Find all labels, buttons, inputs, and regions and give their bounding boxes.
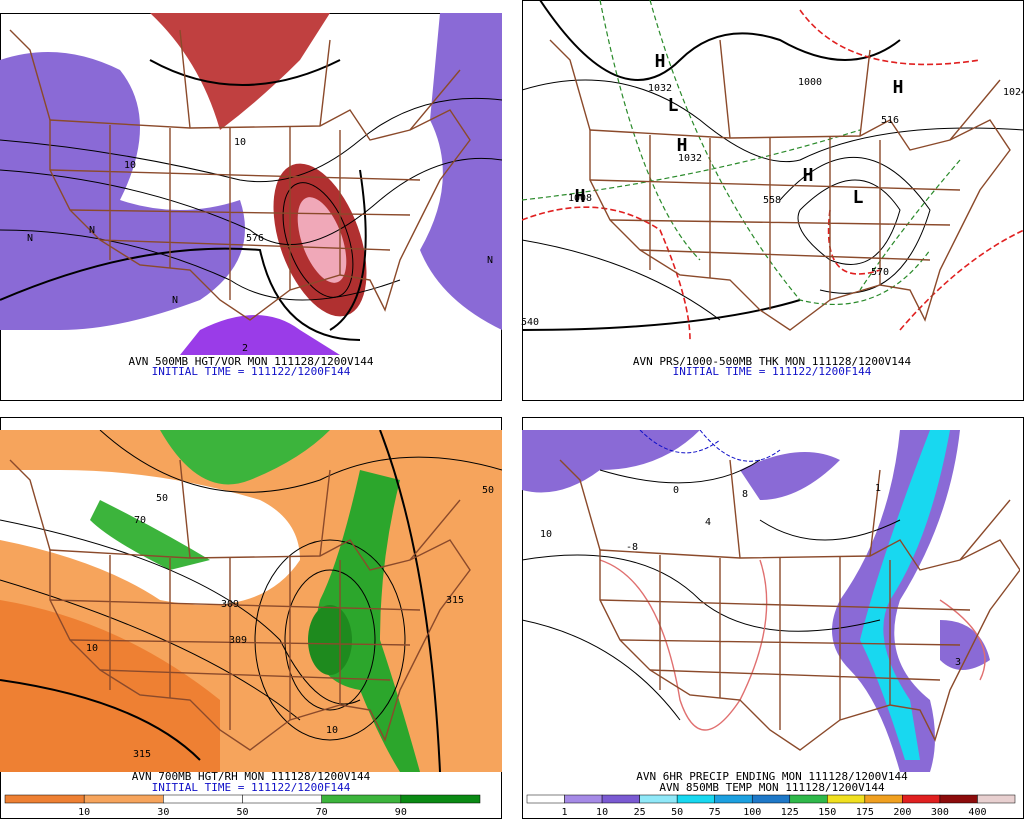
colorbar-swatch <box>827 794 866 804</box>
map-label: 516 <box>881 115 899 126</box>
colorbar: 1 10 25 50 75 100 125 150 175 200 300 400 <box>526 794 1016 818</box>
map <box>0 13 502 355</box>
colorbar-swatch <box>789 794 828 804</box>
colorbar-swatch <box>4 794 85 804</box>
subcaption: INITIAL TIME = 111122/1200F144 <box>152 365 351 378</box>
subcaption: INITIAL TIME = 111122/1200F144 <box>673 365 872 378</box>
map-label: 3 <box>955 657 961 668</box>
colorbar-label: 200 <box>893 807 911 818</box>
map-label: H <box>575 186 586 207</box>
colorbar-swatch <box>676 794 715 804</box>
map-label: 1024 <box>1003 87 1024 98</box>
map-label: N <box>89 225 95 236</box>
map-label: N <box>172 295 178 306</box>
colorbar-label: 1 <box>562 807 568 818</box>
colorbar-label: 75 <box>709 807 721 818</box>
colorbar-swatch <box>83 794 164 804</box>
panel-surface <box>522 0 1024 401</box>
panel-500mb <box>0 13 502 401</box>
map-label: 540 <box>521 317 539 328</box>
map-label: N <box>487 255 493 266</box>
map-label: 315 <box>133 749 151 760</box>
colorbar-label: 300 <box>931 807 949 818</box>
map-label: 558 <box>763 195 781 206</box>
colorbar-swatch <box>163 794 243 804</box>
caption: AVN 6HR PRECIP ENDING MON 111128/1200V14… <box>636 770 908 783</box>
map-label: 1032 <box>648 83 672 94</box>
map-label: N <box>27 233 33 244</box>
map-label: 309 <box>221 599 239 610</box>
colorbar-swatch <box>242 794 322 804</box>
map-label: 576 <box>246 233 264 244</box>
colorbar-swatch <box>601 794 640 804</box>
map-label: H <box>655 51 666 72</box>
map-label: 70 <box>134 515 146 526</box>
map-label: 50 <box>156 493 168 504</box>
subcaption: AVN 850MB TEMP MON 111128/1200V144 <box>659 781 885 794</box>
panel-precip: 1 10 25 50 75 100 125 150 175 200 300 400 <box>522 417 1024 819</box>
colorbar-label: 70 <box>316 807 328 818</box>
map <box>522 0 1024 341</box>
map-label: 10 <box>86 643 98 654</box>
caption: AVN 700MB HGT/RH MON 111128/1200V144 <box>132 770 371 783</box>
colorbar-swatch <box>639 794 678 804</box>
map-label: 1 <box>875 483 881 494</box>
map-label: 1032 <box>678 153 702 164</box>
colorbar-swatch <box>902 794 941 804</box>
colorbar-swatch <box>939 794 978 804</box>
map-label: 2 <box>242 343 248 354</box>
colorbar-swatch <box>400 794 481 804</box>
colorbar-label: 50 <box>671 807 683 818</box>
colorbar-label: 90 <box>395 807 407 818</box>
map-label: 10 <box>234 137 246 148</box>
colorbar-label: 30 <box>157 807 169 818</box>
map-label: -8 <box>626 542 638 553</box>
map-label: L <box>853 187 864 208</box>
colorbar-label: 25 <box>634 807 646 818</box>
colorbar-swatch <box>977 794 1016 804</box>
map <box>522 430 1020 772</box>
colorbar-label: 125 <box>781 807 799 818</box>
colorbar-label: 100 <box>743 807 761 818</box>
map-label: L <box>668 95 679 116</box>
panel-700mb: 10 30 50 70 90 <box>0 417 502 819</box>
subcaption: INITIAL TIME = 111122/1200F144 <box>152 781 351 794</box>
map-label: 0 <box>673 485 679 496</box>
colorbar-swatch <box>714 794 753 804</box>
map-label: 315 <box>446 595 464 606</box>
map <box>0 430 502 772</box>
map-label: H <box>803 165 814 186</box>
colorbar-label: 10 <box>78 807 90 818</box>
colorbar-swatch <box>564 794 603 804</box>
colorbar: 10 30 50 70 90 <box>4 794 481 818</box>
colorbar-swatch <box>321 794 402 804</box>
colorbar-label: 400 <box>968 807 986 818</box>
map-label: 10 <box>326 725 338 736</box>
map-label: H <box>677 135 688 156</box>
map-label: 10 <box>540 529 552 540</box>
map-label: 309 <box>229 635 247 646</box>
map-label: 1008 <box>568 193 592 204</box>
colorbar-label: 175 <box>856 807 874 818</box>
map-label: 8 <box>742 489 748 500</box>
caption: AVN PRS/1000-500MB THK MON 111128/1200V1… <box>633 355 912 368</box>
colorbar-label: 150 <box>818 807 836 818</box>
map-label: H <box>893 77 904 98</box>
map-label: 1000 <box>798 77 822 88</box>
colorbar-swatch <box>864 794 903 804</box>
colorbar-label: 10 <box>596 807 608 818</box>
colorbar-swatch <box>751 794 791 804</box>
map-label: 4 <box>705 517 711 528</box>
colorbar-label: 50 <box>236 807 248 818</box>
map-label: 50 <box>482 485 494 496</box>
map-label: 10 <box>124 160 136 171</box>
colorbar-swatch <box>526 794 565 804</box>
caption: AVN 500MB HGT/VOR MON 111128/1200V144 <box>128 355 373 368</box>
map-label: 570 <box>871 267 889 278</box>
